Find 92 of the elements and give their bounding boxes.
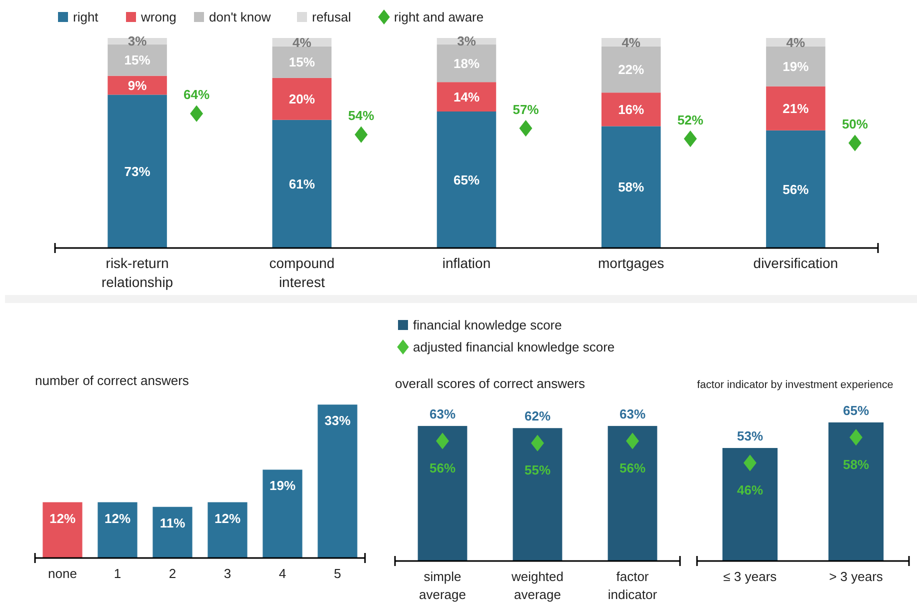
data-label: 61% <box>288 176 316 192</box>
point <box>190 105 204 122</box>
legend-label: refusal <box>312 10 352 25</box>
bar <box>108 44 167 76</box>
data-label: 54% <box>348 108 375 124</box>
bar <box>262 470 302 558</box>
data-label: 3% <box>457 34 476 49</box>
x-tick-label: inflation <box>442 255 491 271</box>
data-label: 19% <box>269 478 296 494</box>
chart-title: overall scores of correct answers <box>395 376 586 391</box>
legend-label: don't know <box>209 10 272 25</box>
chart-title: factor indicator by investment experience <box>697 379 894 391</box>
data-label: 12% <box>214 510 241 526</box>
data-label: 73% <box>124 164 151 179</box>
x-tick-label: 3 <box>224 566 232 581</box>
bar <box>766 86 826 130</box>
bar <box>272 120 332 248</box>
bar <box>766 46 826 86</box>
bar <box>318 404 358 558</box>
x-tick-label: 1 <box>114 566 122 581</box>
data-label: 63% <box>429 406 456 422</box>
bar <box>152 506 192 558</box>
data-label: 52% <box>677 112 704 128</box>
data-label: 50% <box>842 116 868 132</box>
point <box>519 120 532 137</box>
data-label: 56% <box>619 460 646 476</box>
data-label: 55% <box>524 462 551 478</box>
x-tick-label: risk-return relationship <box>101 255 174 290</box>
x-tick-label: weighted average <box>510 569 564 602</box>
data-label: 21% <box>782 100 810 116</box>
bar <box>208 502 248 558</box>
bar <box>601 46 661 93</box>
data-label: 56% <box>782 182 810 197</box>
data-label: 58% <box>842 456 870 472</box>
data-label: 58% <box>618 180 645 195</box>
legend-label: adjusted financial knowledge score <box>413 340 615 355</box>
bar <box>601 92 661 126</box>
x-tick-label: factor indicator <box>608 569 658 602</box>
bar <box>601 126 661 248</box>
data-label: 4% <box>786 34 806 50</box>
x-tick-label: none <box>48 566 77 581</box>
data-label: 16% <box>618 102 645 117</box>
bar <box>98 502 138 558</box>
data-label: 4% <box>622 34 641 50</box>
x-tick-label: 2 <box>168 566 176 581</box>
data-label: 56% <box>429 460 456 476</box>
data-label: 53% <box>736 428 764 444</box>
data-label: 15% <box>124 52 151 68</box>
data-label: 22% <box>618 62 645 78</box>
x-tick-label: compound interest <box>269 255 335 290</box>
x-tick-label: 5 <box>334 566 342 581</box>
bar <box>766 130 826 248</box>
data-label: 20% <box>288 91 316 106</box>
data-label: 12% <box>104 510 131 526</box>
x-tick-label: mortgages <box>598 255 664 271</box>
x-tick-label: diversification <box>753 255 838 271</box>
data-label: 62% <box>524 408 551 424</box>
x-tick-label: ≤ 3 years <box>723 569 778 584</box>
legend-label: right and aware <box>394 10 484 25</box>
x-tick-label: simple average <box>419 569 466 602</box>
point <box>354 126 368 143</box>
bar <box>272 46 332 78</box>
bar <box>436 44 496 82</box>
data-label: 64% <box>184 87 210 102</box>
data-label: 65% <box>453 172 480 188</box>
bar <box>108 94 167 248</box>
data-label: 9% <box>128 78 148 93</box>
point <box>684 130 697 148</box>
data-label: 4% <box>292 34 312 50</box>
data-label: 63% <box>619 406 646 422</box>
bar <box>272 78 332 120</box>
bar <box>436 112 496 248</box>
data-label: 65% <box>842 402 870 418</box>
data-label: 12% <box>49 510 76 526</box>
x-tick-label: 4 <box>278 566 286 581</box>
bar <box>42 502 82 558</box>
legend-label: wrong <box>140 10 176 25</box>
legend-label: financial knowledge score <box>413 318 562 333</box>
point <box>848 134 862 152</box>
data-label: 18% <box>453 56 480 71</box>
x-tick-label: > 3 years <box>829 569 884 584</box>
data-label: 11% <box>160 515 186 530</box>
data-label: 19% <box>782 58 810 74</box>
data-label: 46% <box>736 482 764 498</box>
data-label: 3% <box>128 34 148 49</box>
data-label: 57% <box>512 102 540 117</box>
legend-label: right <box>73 10 99 25</box>
bar <box>436 82 496 112</box>
data-label: 14% <box>453 89 480 104</box>
data-label: 33% <box>324 413 351 428</box>
chart-title: number of correct answers <box>35 373 190 388</box>
data-label: 15% <box>288 54 316 70</box>
